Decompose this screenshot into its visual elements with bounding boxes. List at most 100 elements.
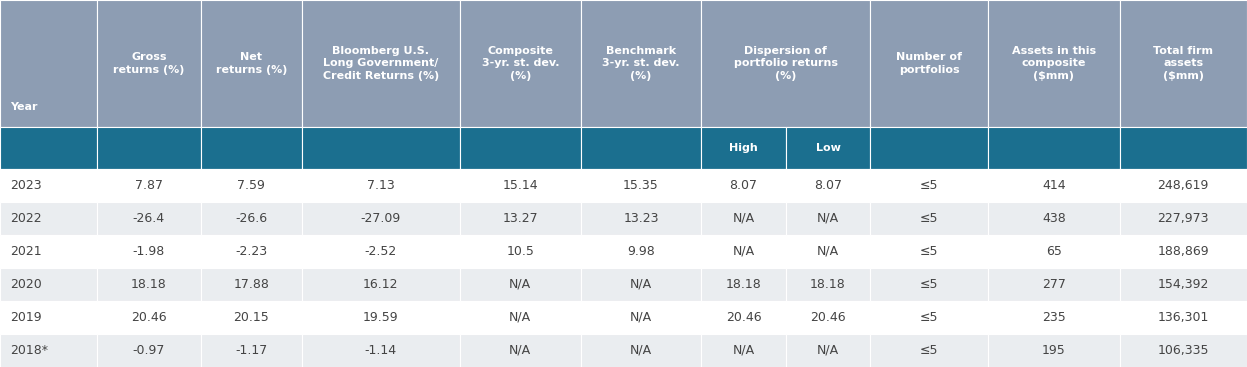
Text: Bloomberg U.S.
Long Government/
Credit Returns (%): Bloomberg U.S. Long Government/ Credit R…: [323, 46, 439, 81]
Bar: [786, 235, 870, 268]
Text: -27.09: -27.09: [360, 212, 402, 225]
Bar: [201, 334, 302, 367]
Text: 17.88: 17.88: [233, 278, 269, 291]
Bar: [460, 169, 581, 202]
Text: ≤5: ≤5: [920, 311, 939, 324]
Text: 18.18: 18.18: [131, 278, 167, 291]
Bar: [201, 202, 302, 235]
Text: 20.46: 20.46: [726, 311, 762, 324]
Text: ≤5: ≤5: [920, 278, 939, 291]
Bar: [1120, 169, 1247, 202]
Text: 414: 414: [1042, 179, 1066, 192]
Bar: [96, 235, 201, 268]
Bar: [581, 268, 701, 301]
Bar: [0, 235, 96, 268]
Text: -1.17: -1.17: [236, 344, 268, 357]
Text: 20.46: 20.46: [811, 311, 845, 324]
Bar: [988, 334, 1120, 367]
Text: -26.6: -26.6: [236, 212, 267, 225]
Bar: [786, 202, 870, 235]
Text: High: High: [729, 143, 758, 153]
Bar: [988, 169, 1120, 202]
Text: ≤5: ≤5: [920, 179, 939, 192]
Bar: [0, 334, 96, 367]
Bar: [460, 235, 581, 268]
Text: N/A: N/A: [509, 311, 531, 324]
Bar: [701, 301, 786, 334]
Bar: [0, 202, 96, 235]
Bar: [201, 169, 302, 202]
Text: N/A: N/A: [732, 212, 754, 225]
Bar: [96, 301, 201, 334]
Bar: [786, 301, 870, 334]
Bar: [460, 0, 581, 127]
Bar: [581, 0, 701, 127]
Bar: [201, 301, 302, 334]
Bar: [870, 202, 988, 235]
Text: Gross
returns (%): Gross returns (%): [113, 52, 185, 75]
Text: N/A: N/A: [817, 245, 839, 258]
Bar: [581, 169, 701, 202]
Text: 277: 277: [1042, 278, 1066, 291]
Bar: [302, 169, 460, 202]
Text: 248,619: 248,619: [1157, 179, 1210, 192]
Text: 2020: 2020: [10, 278, 41, 291]
Text: N/A: N/A: [817, 212, 839, 225]
Bar: [581, 235, 701, 268]
Text: 8.07: 8.07: [729, 179, 757, 192]
Text: 20.15: 20.15: [233, 311, 269, 324]
Text: 227,973: 227,973: [1157, 212, 1210, 225]
Text: 10.5: 10.5: [506, 245, 534, 258]
Text: ≤5: ≤5: [920, 344, 939, 357]
Bar: [581, 127, 701, 169]
Bar: [0, 127, 96, 169]
Text: 9.98: 9.98: [627, 245, 655, 258]
Text: Assets in this
composite
($mm): Assets in this composite ($mm): [1011, 46, 1096, 81]
Bar: [870, 268, 988, 301]
Text: N/A: N/A: [630, 278, 652, 291]
Text: 438: 438: [1042, 212, 1066, 225]
Bar: [786, 268, 870, 301]
Bar: [1120, 235, 1247, 268]
Bar: [1120, 301, 1247, 334]
Text: 2021: 2021: [10, 245, 41, 258]
Bar: [870, 169, 988, 202]
Bar: [701, 334, 786, 367]
Bar: [460, 127, 581, 169]
Bar: [201, 235, 302, 268]
Bar: [988, 301, 1120, 334]
Bar: [1120, 202, 1247, 235]
Text: 18.18: 18.18: [811, 278, 845, 291]
Text: Total firm
assets
($mm): Total firm assets ($mm): [1153, 46, 1213, 81]
Bar: [988, 127, 1120, 169]
Bar: [96, 0, 201, 127]
Bar: [96, 268, 201, 301]
Text: 7.87: 7.87: [135, 179, 163, 192]
Bar: [870, 334, 988, 367]
Bar: [870, 235, 988, 268]
Bar: [786, 169, 870, 202]
Bar: [1120, 334, 1247, 367]
Bar: [1120, 268, 1247, 301]
Bar: [0, 301, 96, 334]
Text: Net
returns (%): Net returns (%): [216, 52, 287, 75]
Bar: [988, 268, 1120, 301]
Text: 2019: 2019: [10, 311, 41, 324]
Bar: [302, 235, 460, 268]
Text: 235: 235: [1042, 311, 1066, 324]
Text: 195: 195: [1042, 344, 1066, 357]
Bar: [460, 268, 581, 301]
Text: 65: 65: [1046, 245, 1062, 258]
Text: N/A: N/A: [630, 311, 652, 324]
Bar: [302, 127, 460, 169]
Bar: [581, 301, 701, 334]
Text: -26.4: -26.4: [132, 212, 165, 225]
Text: 2022: 2022: [10, 212, 41, 225]
Bar: [96, 169, 201, 202]
Text: N/A: N/A: [817, 344, 839, 357]
Text: -0.97: -0.97: [132, 344, 165, 357]
Bar: [701, 169, 786, 202]
Bar: [988, 0, 1120, 127]
Text: 188,869: 188,869: [1157, 245, 1210, 258]
Bar: [701, 268, 786, 301]
